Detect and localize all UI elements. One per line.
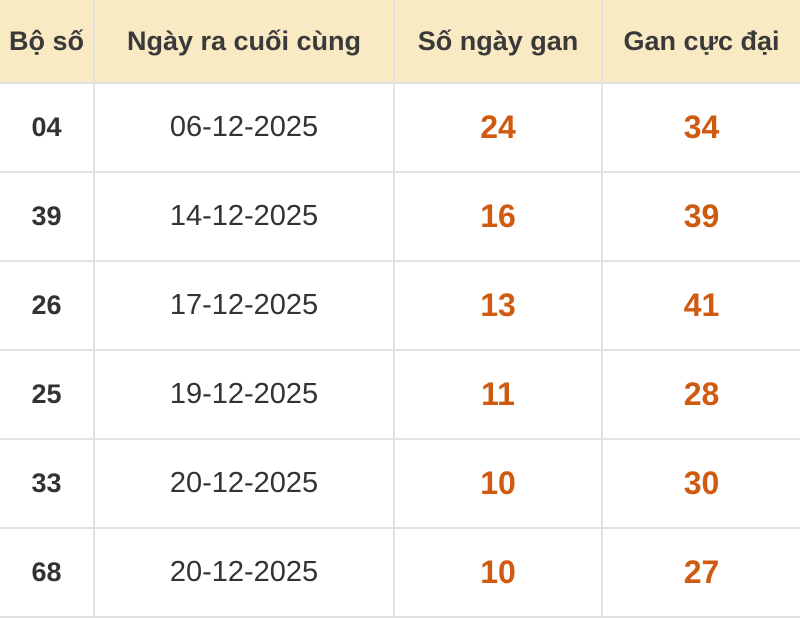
table-cell: 10 [393, 527, 603, 618]
header-row: Bộ số Ngày ra cuối cùng Số ngày gan Gan cực… [0, 0, 800, 84]
table-cell: 33 [0, 438, 95, 529]
table-cell: 16 [393, 171, 603, 262]
table-cell: 34 [601, 82, 800, 173]
table-cell: 13 [393, 260, 603, 351]
table-cell: 24 [393, 82, 603, 173]
table-cell: 39 [0, 171, 95, 262]
table-cell: 20-12-2025 [93, 527, 395, 618]
table-row: 68 20-12-2025 10 27 [0, 527, 800, 618]
table-row: 25 19-12-2025 11 28 [0, 349, 800, 440]
table-cell: 17-12-2025 [93, 260, 395, 351]
table-cell: 28 [601, 349, 800, 440]
table-cell: 06-12-2025 [93, 82, 395, 173]
table-row: 39 14-12-2025 16 39 [0, 171, 800, 262]
table-cell: 11 [393, 349, 603, 440]
table-cell: 68 [0, 527, 95, 618]
table-cell: 26 [0, 260, 95, 351]
table-row: 33 20-12-2025 10 30 [0, 438, 800, 529]
header-cell: Số ngày gan [393, 0, 603, 84]
table-cell: 41 [601, 260, 800, 351]
table-cell: 14-12-2025 [93, 171, 395, 262]
table-cell: 27 [601, 527, 800, 618]
table-cell: 20-12-2025 [93, 438, 395, 529]
table-cell: 25 [0, 349, 95, 440]
table-header: Bộ số Ngày ra cuối cùng Số ngày gan Gan cực… [0, 0, 800, 84]
header-cell: Ngày ra cuối cùng [93, 0, 395, 84]
header-cell: Bộ số [0, 0, 95, 84]
table-cell: 04 [0, 82, 95, 173]
table-row: 04 06-12-2025 24 34 [0, 82, 800, 173]
table-cell: 10 [393, 438, 603, 529]
table-body: 04 06-12-2025 24 34 39 14-12-2025 16 39 26 17-12-… [0, 82, 800, 618]
table-cell: 39 [601, 171, 800, 262]
table-row: 26 17-12-2025 13 41 [0, 260, 800, 351]
header-cell: Gan cực đại [601, 0, 800, 84]
table-cell: 19-12-2025 [93, 349, 395, 440]
table-cell: 30 [601, 438, 800, 529]
